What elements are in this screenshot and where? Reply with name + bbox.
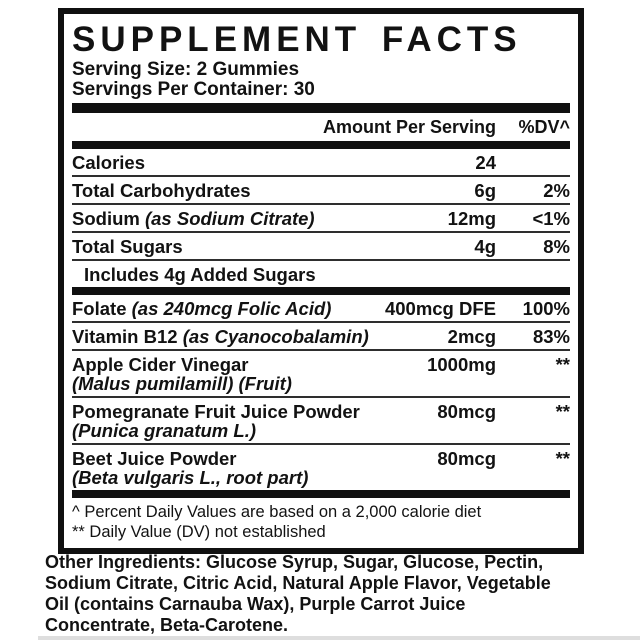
nutrient-dv: 2%: [543, 180, 570, 201]
nutrient-name-note: (as 240mcg Folic Acid): [131, 298, 332, 319]
nutrient-dv: **: [555, 354, 570, 375]
nutrient-name-main: Folate: [72, 298, 127, 319]
nutrient-latin-name: (Malus pumilamill) (Fruit): [72, 373, 292, 394]
nutrient-dv: <1%: [532, 208, 570, 229]
serving-size: Serving Size: 2 Gummies: [72, 59, 300, 80]
nutrient-name-note: (as Cyanocobalamin): [182, 326, 369, 347]
nutrient-amount: 12mg: [447, 208, 496, 229]
nutrient-amount: 24: [475, 152, 496, 173]
nutrient-name: Pomegranate Fruit Juice Powder: [72, 401, 360, 422]
nutrient-name-main: Vitamin B12: [72, 326, 178, 347]
nutrient-name: Total Carbohydrates: [72, 180, 251, 201]
nutrient-name-main: Sodium: [72, 208, 140, 229]
ingredient-line: Beet Juice Powder 80mcg **: [72, 449, 570, 468]
nutrient-amount: 4g: [474, 236, 496, 257]
footnotes: ^ Percent Daily Values are based on a 2,…: [72, 502, 570, 542]
nutrient-name: Includes 4g Added Sugars: [84, 264, 316, 285]
supplement-facts-panel: SUPPLEMENT FACTS Serving Size: 2 Gummies…: [58, 8, 584, 554]
nutrient-dv: 100%: [522, 298, 570, 319]
table-row-apple-cider-vinegar: Apple Cider Vinegar 1000mg ** (Malus pum…: [72, 351, 570, 398]
column-header-amount: Amount Per Serving: [322, 117, 496, 137]
nutrient-amount: 80mcg: [437, 401, 496, 422]
table-row-folate: Folate (as 240mcg Folic Acid) 400mcg DFE…: [72, 295, 570, 323]
table-row-added-sugars: Includes 4g Added Sugars: [72, 261, 570, 287]
footnote-daily-values: ^ Percent Daily Values are based on a 2,…: [72, 503, 482, 521]
nutrient-dv: **: [555, 401, 570, 422]
bottom-edge-strip: [38, 636, 640, 640]
other-ingredients-line: Other Ingredients: Glucose Syrup, Sugar,…: [45, 552, 544, 572]
servings-per-container: Servings Per Container: 30: [72, 79, 315, 100]
nutrient-amount: 6g: [474, 180, 496, 201]
nutrient-amount: 1000mg: [427, 354, 496, 375]
divider-thick-bottom: [72, 490, 570, 498]
divider-thick-top: [72, 103, 570, 113]
nutrient-name: Total Sugars: [72, 236, 183, 257]
footnote-dv-not-established: ** Daily Value (DV) not established: [72, 523, 326, 541]
nutrient-name: Calories: [72, 152, 146, 173]
nutrient-amount: 80mcg: [437, 448, 496, 469]
other-ingredients-line: Sodium Citrate, Citric Acid, Natural App…: [45, 573, 551, 593]
other-ingredients-line: Concentrate, Beta-Carotene.: [45, 615, 289, 635]
nutrient-name: Sodium (as Sodium Citrate): [72, 209, 315, 228]
divider-thick-header: [72, 141, 570, 149]
table-row-total-sugars: Total Sugars 4g 8%: [72, 233, 570, 261]
table-row-pomegranate: Pomegranate Fruit Juice Powder 80mcg ** …: [72, 398, 570, 445]
panel-title: SUPPLEMENT FACTS: [72, 20, 522, 59]
ingredient-line: Apple Cider Vinegar 1000mg **: [72, 355, 570, 374]
table-row-total-carbohydrates: Total Carbohydrates 6g 2%: [72, 177, 570, 205]
nutrient-amount: 400mcg DFE: [384, 298, 496, 319]
nutrient-name: Folate (as 240mcg Folic Acid): [72, 299, 331, 318]
nutrient-dv: **: [555, 448, 570, 469]
other-ingredients-line: Oil (contains Carnauba Wax), Purple Carr…: [45, 594, 466, 614]
nutrient-dv: 83%: [532, 326, 570, 347]
table-row-vitamin-b12: Vitamin B12 (as Cyanocobalamin) 2mcg 83%: [72, 323, 570, 351]
nutrient-name: Apple Cider Vinegar: [72, 354, 249, 375]
other-ingredients: Other Ingredients: Glucose Syrup, Sugar,…: [45, 552, 611, 636]
column-header-dv: %DV^: [518, 117, 570, 137]
ingredient-line: Pomegranate Fruit Juice Powder 80mcg **: [72, 402, 570, 421]
table-row-calories: Calories 24: [72, 149, 570, 177]
nutrient-amount: 2mcg: [447, 326, 496, 347]
column-header-row: Amount Per Serving %DV^: [72, 113, 570, 141]
nutrient-dv: 8%: [543, 236, 570, 257]
table-row-sodium: Sodium (as Sodium Citrate) 12mg <1%: [72, 205, 570, 233]
table-row-beet-juice: Beet Juice Powder 80mcg ** (Beta vulgari…: [72, 445, 570, 490]
divider-thick-middle: [72, 287, 570, 295]
nutrient-name: Vitamin B12 (as Cyanocobalamin): [72, 327, 369, 346]
nutrient-latin-name: (Beta vulgaris L., root part): [72, 467, 309, 488]
nutrient-name-note: (as Sodium Citrate): [144, 208, 315, 229]
nutrient-name: Beet Juice Powder: [72, 448, 237, 469]
nutrient-latin-name: (Punica granatum L.): [72, 420, 256, 441]
